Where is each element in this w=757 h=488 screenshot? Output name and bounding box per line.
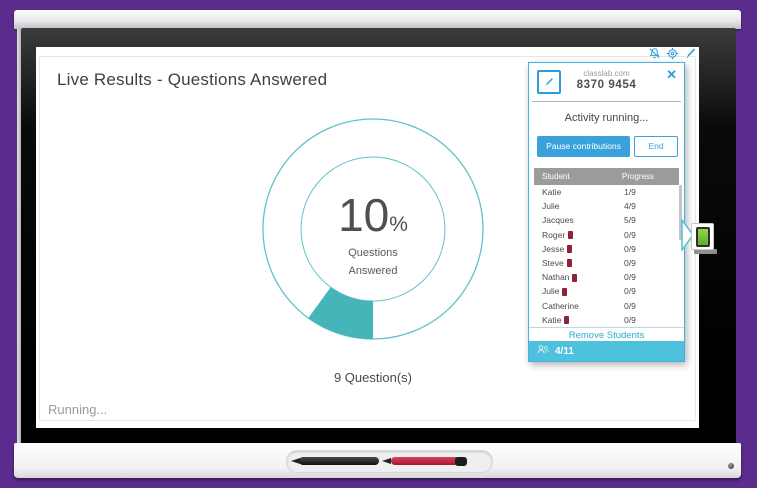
table-row[interactable]: Katie 0/9 bbox=[534, 313, 679, 327]
end-button[interactable]: End bbox=[634, 136, 678, 157]
pen-slot bbox=[286, 450, 493, 473]
device-disconnected-icon bbox=[566, 259, 572, 268]
table-row[interactable]: Jacques 5/9 bbox=[534, 213, 679, 227]
student-progress: 0/9 bbox=[624, 314, 636, 325]
student-progress: 4/9 bbox=[624, 201, 636, 212]
device-disconnected-icon bbox=[568, 231, 574, 240]
table-row[interactable]: Julie 4/9 bbox=[534, 199, 679, 213]
table-row[interactable]: Katie 1/9 bbox=[534, 185, 679, 199]
contributions-panel: classlab.com 8370 9454 ✕ Activity runnin… bbox=[528, 62, 685, 362]
flyout-chevron-icon[interactable] bbox=[681, 217, 695, 256]
close-icon[interactable]: ✕ bbox=[666, 67, 677, 82]
table-row[interactable]: Nathan 0/9 bbox=[534, 270, 679, 284]
column-progress: Progress bbox=[622, 172, 655, 181]
student-table-header: Student Progress bbox=[534, 168, 679, 185]
panel-divider bbox=[532, 101, 681, 102]
running-status: Running... bbox=[48, 402, 108, 417]
student-name: Jesse bbox=[542, 242, 573, 256]
student-list: Katie 1/9 Julie 4/9 Jacques 5/9 Roger 0/… bbox=[534, 185, 679, 327]
device-disconnected-icon bbox=[562, 287, 568, 296]
page-title: Live Results - Questions Answered bbox=[57, 70, 328, 89]
student-progress: 0/9 bbox=[624, 272, 636, 283]
board-left-edge bbox=[17, 29, 23, 443]
gear-icon[interactable] bbox=[666, 47, 679, 60]
mute-icon[interactable] bbox=[648, 47, 661, 60]
table-row[interactable]: Roger 0/9 bbox=[534, 228, 679, 242]
student-progress: 0/9 bbox=[624, 257, 636, 268]
join-code: 8370 9454 bbox=[576, 79, 637, 91]
student-name: Julie bbox=[542, 284, 568, 298]
table-row[interactable]: Julie 0/9 bbox=[534, 284, 679, 298]
questions-count: 9 Question(s) bbox=[333, 370, 413, 385]
screen-toolbar bbox=[648, 47, 697, 60]
table-row[interactable]: Jesse 0/9 bbox=[534, 242, 679, 256]
student-progress: 0/9 bbox=[624, 286, 636, 297]
activity-status: Activity running... bbox=[564, 112, 649, 124]
pause-contributions-button[interactable]: Pause contributions bbox=[537, 136, 630, 157]
pen-tray bbox=[14, 443, 741, 478]
join-site: classlab.com bbox=[583, 69, 630, 78]
tray-button bbox=[728, 463, 734, 469]
student-progress: 0/9 bbox=[624, 300, 636, 311]
device-disconnected-icon bbox=[572, 273, 578, 282]
student-name: Roger bbox=[542, 228, 574, 242]
pen-box-icon[interactable] bbox=[537, 70, 561, 94]
joined-count: 4/11 bbox=[555, 345, 574, 357]
table-row[interactable]: Steve 0/9 bbox=[534, 256, 679, 270]
student-progress: 0/9 bbox=[624, 243, 636, 254]
student-name: Katie bbox=[542, 187, 562, 197]
red-pen bbox=[382, 456, 467, 466]
device-disconnected-icon bbox=[567, 245, 573, 254]
scrollbar-thumb[interactable] bbox=[679, 185, 682, 240]
device-tab-shadow bbox=[694, 249, 717, 254]
mobile-device-icon bbox=[695, 226, 710, 247]
donut-inner-ring bbox=[300, 156, 446, 302]
student-progress: 1/9 bbox=[624, 187, 636, 197]
student-name: Steve bbox=[542, 256, 572, 270]
remove-students-link[interactable]: Remove Students bbox=[568, 330, 645, 341]
footer-divider bbox=[529, 327, 684, 328]
student-name: Jacques bbox=[542, 215, 574, 226]
board-top-strip bbox=[14, 10, 741, 29]
donut-chart: 10% Questions Answered bbox=[258, 114, 488, 344]
pen-icon[interactable] bbox=[684, 47, 697, 60]
table-row[interactable]: Catherine 0/9 bbox=[534, 299, 679, 313]
student-name: Julie bbox=[542, 201, 560, 212]
student-name: Katie bbox=[542, 313, 570, 327]
device-disconnected-icon bbox=[564, 316, 570, 325]
students-count-icon bbox=[537, 342, 550, 360]
student-progress: 5/9 bbox=[624, 215, 636, 226]
mobile-device-tab[interactable] bbox=[691, 223, 714, 250]
black-pen bbox=[291, 457, 379, 465]
donut-segment bbox=[308, 287, 373, 339]
panel-footer: 4/11 bbox=[529, 341, 684, 361]
student-name: Nathan bbox=[542, 270, 578, 284]
student-progress: 0/9 bbox=[624, 229, 636, 240]
student-name: Catherine bbox=[542, 300, 579, 311]
column-student: Student bbox=[542, 172, 570, 181]
